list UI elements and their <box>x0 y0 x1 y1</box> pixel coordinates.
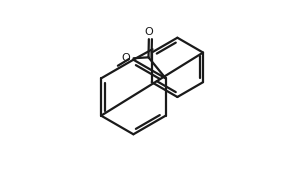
Text: O: O <box>122 53 130 63</box>
Text: O: O <box>145 27 153 37</box>
